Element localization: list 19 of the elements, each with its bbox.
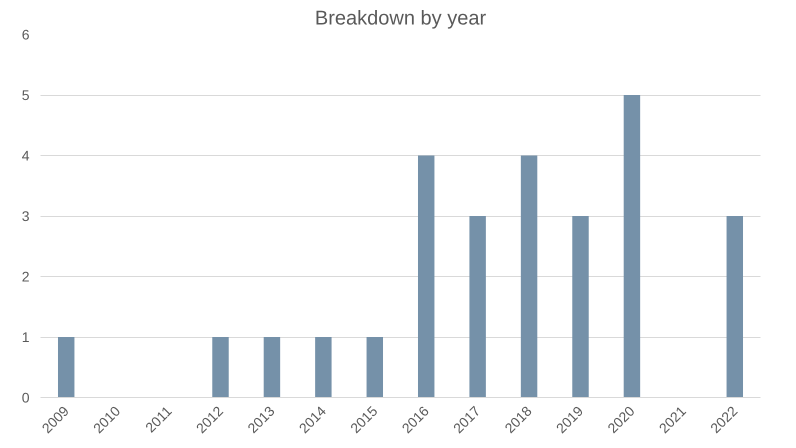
bar (520, 156, 538, 398)
bar (264, 337, 280, 398)
y-tick-label: 0 (22, 390, 30, 406)
y-tick-label: 4 (22, 148, 30, 164)
bar (58, 337, 74, 398)
y-tick-label: 6 (22, 26, 30, 42)
bar (624, 95, 640, 398)
y-tick-label: 3 (22, 208, 30, 224)
y-tick-label: 2 (22, 268, 30, 284)
y-tick-label: 5 (22, 87, 30, 103)
chart-title: Breakdown by year (314, 8, 486, 30)
bar (726, 216, 744, 398)
y-tick-label: 1 (22, 329, 30, 345)
bar (572, 216, 589, 398)
bar (212, 337, 229, 398)
bar (366, 337, 384, 398)
bar (315, 337, 332, 398)
bar (469, 216, 486, 398)
bar (418, 156, 434, 398)
